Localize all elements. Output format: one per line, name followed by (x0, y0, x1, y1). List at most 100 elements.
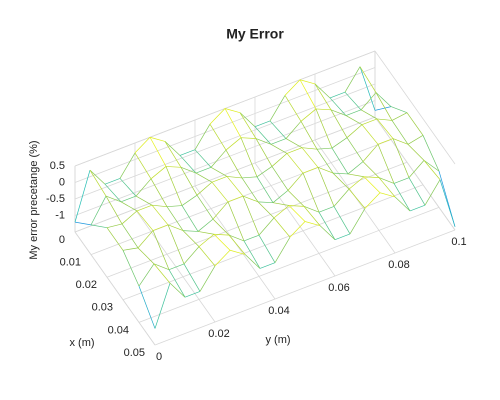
mesh-line (255, 138, 272, 145)
mesh-line (424, 179, 441, 206)
mesh-line (334, 233, 351, 241)
mesh-line (360, 109, 378, 120)
mesh-line (105, 195, 123, 225)
mesh-line (184, 291, 201, 298)
mesh-line (152, 230, 170, 270)
mesh-line (153, 263, 171, 284)
mesh-line (303, 206, 320, 213)
mesh-line (423, 160, 441, 180)
grid-line (106, 161, 408, 278)
mesh-line (329, 91, 346, 99)
mesh-line (74, 221, 92, 226)
mesh-line (196, 181, 213, 196)
mesh-line (302, 172, 320, 213)
mesh-line (315, 108, 333, 149)
mesh-line (228, 234, 246, 255)
mesh-line (439, 179, 456, 227)
mesh-line (333, 206, 351, 235)
mesh-line (301, 147, 318, 150)
mesh-line (229, 249, 246, 255)
mesh-line (347, 161, 364, 175)
mesh-line (228, 234, 245, 242)
mesh-line (314, 83, 331, 99)
mesh-line (136, 204, 153, 212)
mesh-line (362, 161, 380, 178)
mesh-line (392, 138, 409, 145)
mesh-line (333, 188, 350, 207)
mesh-line (194, 149, 212, 168)
mesh-line (242, 195, 259, 203)
mesh-line (181, 205, 199, 232)
mesh-line (254, 120, 271, 128)
mesh-line (241, 177, 259, 203)
mesh-line (89, 169, 106, 185)
mesh-line (154, 283, 171, 329)
x-tick-label: 0.04 (108, 324, 129, 336)
mesh-line (136, 210, 154, 231)
mesh-line (226, 176, 243, 179)
mesh-line (409, 204, 426, 212)
mesh-line (315, 108, 332, 111)
mesh-line (378, 177, 395, 184)
mesh-line (345, 109, 362, 116)
mesh-line (345, 115, 363, 125)
mesh-line (391, 112, 408, 121)
mesh-line (197, 218, 214, 232)
mesh-line (288, 205, 305, 207)
chart-title: My Error (226, 26, 284, 42)
mesh-line (149, 136, 166, 142)
z-tick-label: -0.5 (46, 193, 65, 205)
z-tick-label: 0.5 (50, 160, 65, 172)
mesh-line (212, 218, 230, 236)
mesh-line (227, 201, 245, 242)
mesh-line (122, 247, 139, 251)
x-tick-label: 0.05 (124, 347, 145, 359)
mesh-line (363, 176, 380, 178)
mesh-line (121, 223, 139, 249)
mesh-line (180, 167, 198, 196)
mesh-line (359, 66, 376, 111)
mesh-line (348, 188, 366, 209)
mesh-line (135, 195, 153, 206)
mesh-line (258, 234, 276, 263)
mesh-line (271, 166, 289, 191)
mesh-line (137, 247, 155, 265)
mesh-line (242, 195, 260, 236)
grid-line (138, 207, 440, 323)
mesh-line (348, 176, 365, 190)
x-tick-label: 0.01 (60, 257, 81, 269)
grid-line (74, 67, 376, 183)
mesh-line (299, 79, 317, 110)
mesh-line (359, 66, 377, 93)
mesh-line (285, 138, 303, 148)
mesh-line (198, 233, 215, 247)
mesh-line (120, 195, 137, 203)
mesh-line (180, 166, 197, 174)
mesh-line (255, 138, 273, 167)
mesh-line (194, 123, 211, 150)
mesh-line (256, 176, 274, 203)
mesh-line (213, 234, 231, 251)
mesh-line (286, 153, 304, 174)
mesh-line (391, 120, 409, 145)
mesh-line (300, 108, 317, 122)
y-axis-label: y (m) (265, 334, 290, 346)
mesh-line (274, 236, 291, 263)
mesh-line (90, 224, 108, 229)
mesh-line (349, 208, 366, 235)
y-tick-label: 0.08 (388, 259, 409, 271)
mesh-line (122, 250, 140, 287)
mesh-line (299, 79, 316, 85)
mesh-line (316, 148, 334, 174)
mesh-line (134, 152, 152, 179)
mesh-line (269, 120, 287, 139)
mesh-line (210, 149, 227, 168)
mesh-line (153, 263, 170, 270)
mesh-line (137, 230, 154, 249)
mesh-line (254, 126, 272, 145)
mesh-line (361, 124, 379, 145)
mesh-line (273, 205, 290, 219)
mesh-line (213, 233, 230, 236)
